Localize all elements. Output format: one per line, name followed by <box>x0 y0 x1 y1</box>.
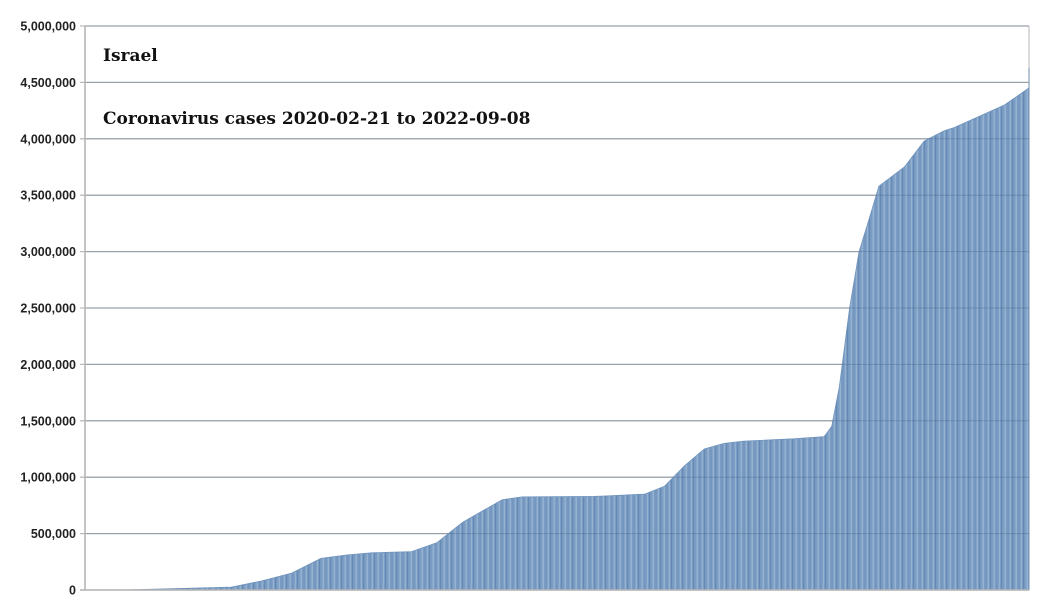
y-tick-label: 0 <box>69 584 76 598</box>
chart-subtitle: Coronavirus cases 2020-02-21 to 2022-09-… <box>103 109 530 129</box>
y-tick-label: 1,500,000 <box>20 414 76 428</box>
axes <box>80 26 1029 591</box>
y-tick-label: 2,500,000 <box>20 302 76 316</box>
y-tick-label: 500,000 <box>31 527 76 541</box>
y-tick-label: 2,000,000 <box>20 358 76 372</box>
chart-title: Israel <box>103 46 158 66</box>
y-axis-ticks: 0 500,000 1,000,000 1,500,000 2,000,000 2,500… <box>20 20 76 598</box>
y-tick-label: 5,000,000 <box>20 20 76 34</box>
y-tick-label: 4,000,000 <box>20 132 76 146</box>
y-tick-label: 3,000,000 <box>20 245 76 259</box>
area-fill <box>85 67 1030 591</box>
y-tick-label: 1,000,000 <box>20 471 76 485</box>
y-tick-label: 4,500,000 <box>20 76 76 90</box>
y-tick-label: 3,500,000 <box>20 189 76 203</box>
area-series <box>85 25 1030 591</box>
